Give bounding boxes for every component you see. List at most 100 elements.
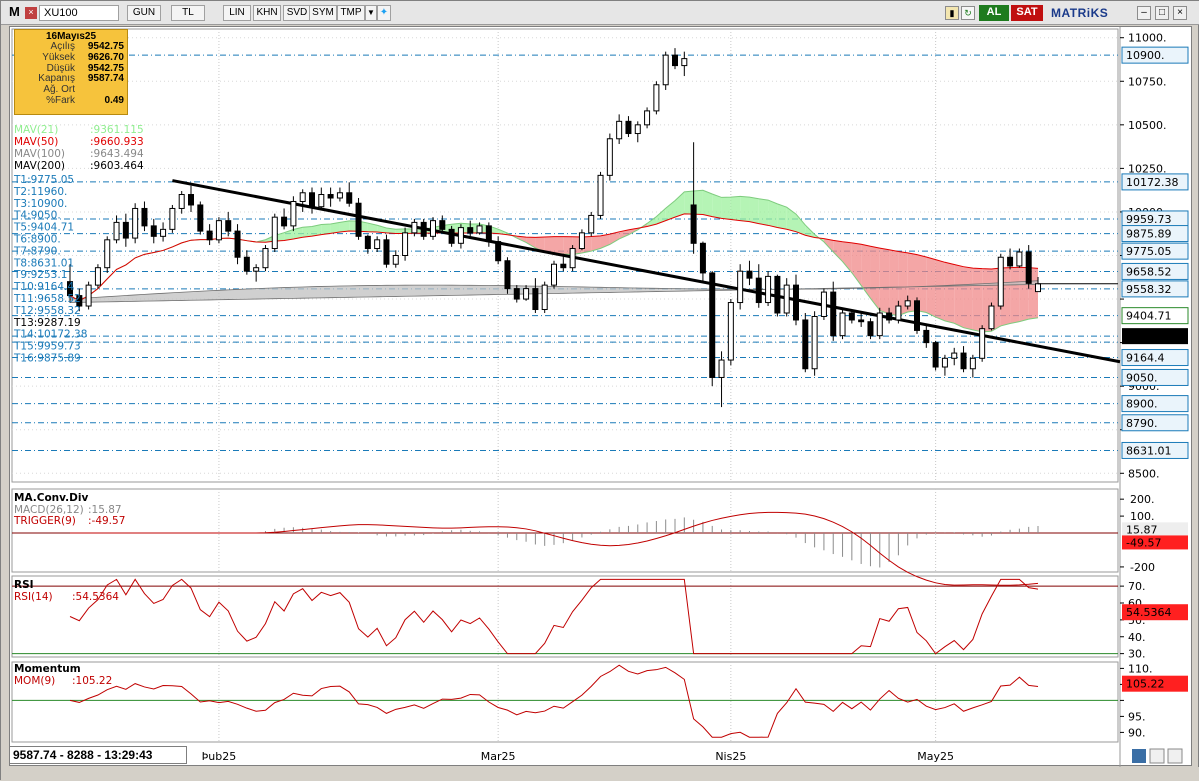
minimize-icon[interactable]: –: [1137, 6, 1151, 20]
close-symbol-icon[interactable]: ×: [25, 7, 37, 19]
candle: [105, 236, 110, 273]
level-label: T15:9959.73: [13, 341, 81, 353]
candle-body: [989, 306, 994, 329]
candle-body: [384, 240, 389, 264]
rsi-y-label: 30.: [1128, 648, 1146, 661]
price-badge-label: 9775.05: [1126, 245, 1172, 258]
candle: [607, 134, 612, 181]
candle-body: [468, 228, 473, 233]
ma-legend-value: :9643.494: [90, 148, 144, 160]
info-value: 0.49: [105, 96, 124, 107]
macd-y-label: 200.: [1130, 493, 1155, 506]
candle-body: [961, 353, 966, 369]
candle-body: [1036, 284, 1041, 292]
price-badge-label: 9959.73: [1126, 213, 1172, 226]
twitter-icon[interactable]: ✦: [377, 5, 391, 21]
line-button[interactable]: LIN: [223, 5, 251, 21]
candle: [710, 271, 715, 386]
arrow-down-icon[interactable]: ▼: [365, 5, 377, 21]
sell-button[interactable]: SAT: [1011, 5, 1043, 21]
candle-body: [868, 322, 873, 336]
candle-body: [170, 208, 175, 229]
mom-y-label: 110.: [1128, 662, 1153, 675]
candle-body: [310, 193, 315, 207]
refresh-icon[interactable]: ↻: [961, 6, 975, 20]
ma-cloud-segment: [945, 262, 954, 323]
level-label: T14:10172.38: [13, 329, 87, 341]
level-label: T3:10900.: [13, 198, 67, 210]
color-icon[interactable]: ▮: [945, 6, 959, 20]
candle-body: [244, 257, 249, 271]
candle-body: [458, 228, 463, 244]
ma-cloud-segment: [973, 268, 982, 332]
trigger-legend-name: TRIGGER(9): [13, 515, 76, 527]
candle-body: [151, 226, 156, 236]
sym-button[interactable]: SYM: [309, 5, 337, 21]
x-tick-label: Þub25: [202, 750, 237, 763]
candle: [384, 235, 389, 268]
rsi-badge-label: 54.5364: [1126, 606, 1172, 619]
app-logo: M: [9, 4, 23, 21]
symbol-input[interactable]: XU100: [39, 5, 119, 21]
candle-body: [552, 264, 557, 285]
buy-button[interactable]: AL: [979, 5, 1009, 21]
maximize-icon[interactable]: □: [1155, 6, 1169, 20]
tmp-button[interactable]: TMP: [337, 5, 365, 21]
ma-cloud-segment: [777, 204, 786, 229]
candle-body: [431, 221, 436, 237]
panel-bg-2: [12, 576, 1118, 657]
y-tick-label: 8500.: [1128, 467, 1160, 480]
nav-right-icon: [1168, 749, 1182, 763]
candle-body: [719, 360, 724, 377]
timeframe-button[interactable]: GUN: [127, 5, 161, 21]
candle-body: [263, 249, 268, 268]
level-label: T5:9404.71: [13, 222, 74, 234]
chart-frame[interactable]: Þub25Mar25Nis25May258500.9000.10000.1025…: [9, 26, 1192, 766]
candle-body: [840, 313, 845, 336]
candle-body: [607, 139, 612, 176]
candle-body: [496, 242, 501, 261]
candle: [542, 282, 547, 313]
ma-legend-value: :9660.933: [90, 136, 144, 148]
mom-y-label: 90.: [1128, 726, 1146, 739]
candle-body: [682, 59, 687, 66]
candle-body: [375, 240, 380, 249]
candle-body: [449, 229, 454, 243]
candle-body: [747, 271, 752, 278]
candle-body: [291, 201, 296, 225]
candle-body: [933, 343, 938, 367]
price-badge-label: 8790.: [1126, 417, 1158, 430]
x-tick-label: Mar25: [481, 750, 516, 763]
level-label: T6:8900.: [13, 234, 61, 246]
candle-body: [477, 226, 482, 233]
khn-button[interactable]: KHN: [253, 5, 281, 21]
brand-logo: MATRiKS: [1051, 6, 1108, 20]
candle-body: [319, 195, 324, 207]
y-tick-label: 10750.: [1128, 75, 1167, 88]
candle-body: [226, 221, 231, 231]
candle-body: [123, 222, 128, 238]
candle-body: [794, 285, 799, 320]
mom-y-label: 95.: [1128, 710, 1146, 723]
candle-body: [300, 193, 305, 202]
candle: [95, 264, 100, 288]
close-icon[interactable]: ×: [1173, 6, 1187, 20]
ma-cloud-segment: [722, 197, 731, 219]
currency-button[interactable]: TL: [171, 5, 205, 21]
candle-body: [542, 285, 547, 309]
candle: [980, 325, 985, 362]
candle-body: [561, 264, 566, 267]
candle-body: [533, 289, 538, 310]
mom-title: Momentum: [14, 663, 81, 675]
trigger-legend-value: :-49.57: [88, 515, 125, 527]
svd-button[interactable]: SVD: [283, 5, 311, 21]
chart-canvas[interactable]: Þub25Mar25Nis25May258500.9000.10000.1025…: [10, 27, 1193, 767]
ma-cloud-segment: [303, 227, 312, 238]
candle-body: [356, 203, 361, 236]
candle: [728, 299, 733, 365]
candle-body: [738, 271, 743, 302]
candle-body: [766, 276, 771, 302]
candle-body: [756, 278, 761, 302]
price-badge-label: 9658.52: [1126, 265, 1172, 278]
